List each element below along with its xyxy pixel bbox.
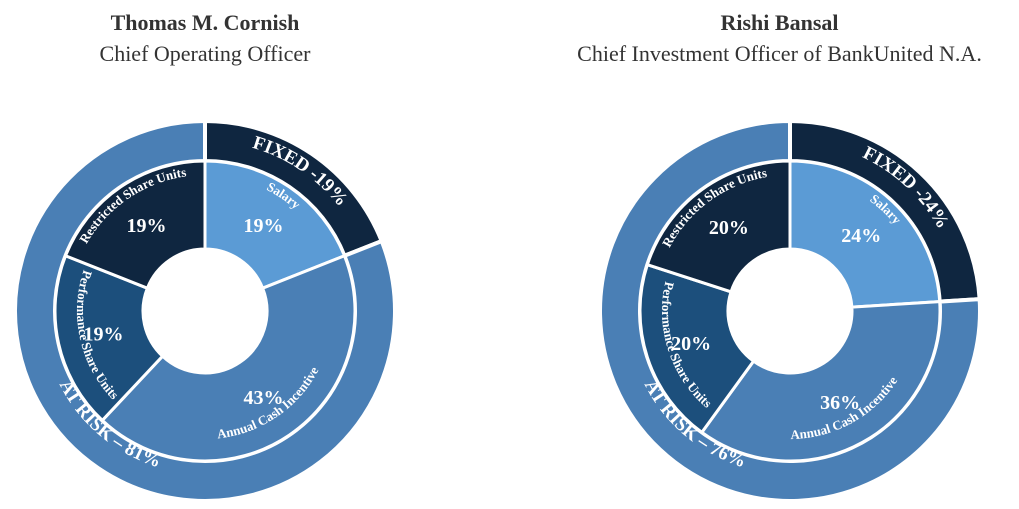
chart-panel-cornish: Thomas M. Cornish Chief Operating Office… (0, 0, 410, 509)
value-label-annual-cash-incentive: 36% (820, 392, 860, 414)
executive-title: Chief Investment Officer of BankUnited N… (577, 41, 982, 66)
inner-ring-slice-annual-cash-incentive (699, 299, 942, 463)
chart-panel-bansal: Rishi Bansal Chief Investment Officer of… (540, 0, 1019, 509)
inner-ring-slice-restricted-share-units (63, 159, 207, 291)
inner-ring-slice-salary (788, 159, 942, 309)
value-label-salary: 19% (243, 215, 283, 237)
value-label-restricted-share-units: 19% (127, 215, 167, 237)
executive-name: Rishi Bansal (720, 10, 839, 35)
executive-name: Thomas M. Cornish (110, 10, 300, 35)
inner-ring-slice-restricted-share-units (645, 159, 792, 294)
value-label-restricted-share-units: 20% (709, 217, 749, 239)
value-label-performance-share-units: 19% (84, 324, 124, 346)
inner-ring-slice-performance-share-units (638, 262, 756, 435)
inner-ring-slice-annual-cash-incentive (100, 253, 357, 463)
executive-title: Chief Operating Officer (99, 41, 311, 66)
inner-ring-slice-salary (203, 159, 347, 291)
value-label-annual-cash-incentive: 43% (243, 387, 283, 409)
value-label-performance-share-units: 20% (671, 333, 711, 355)
inner-ring-slice-performance-share-units (53, 253, 165, 423)
value-label-salary: 24% (841, 225, 881, 247)
